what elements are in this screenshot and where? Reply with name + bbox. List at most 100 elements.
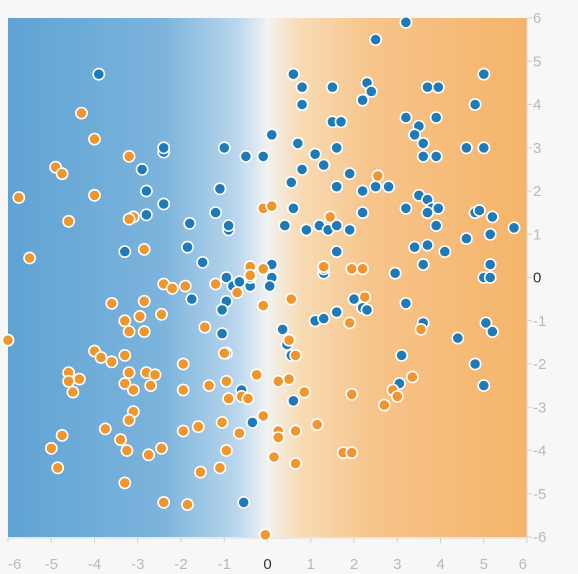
blue-data-point <box>451 331 465 345</box>
orange-data-point <box>405 370 419 384</box>
orange-data-point <box>55 428 69 442</box>
orange-data-point <box>122 413 136 427</box>
blue-data-point <box>256 149 270 163</box>
orange-data-point <box>271 374 285 388</box>
blue-data-point <box>416 136 430 150</box>
blue-data-point <box>369 180 382 194</box>
y-tick-label: -3 <box>533 399 546 416</box>
x-tick-label: -1 <box>218 556 231 573</box>
blue-data-point <box>263 279 277 293</box>
x-tick-label: -6 <box>8 556 21 573</box>
blue-data-point <box>209 206 222 219</box>
blue-data-point <box>399 111 413 124</box>
orange-data-point <box>62 214 75 228</box>
orange-data-point <box>98 422 112 436</box>
blue-data-point <box>382 180 395 194</box>
blue-data-point <box>483 258 497 271</box>
orange-data-point <box>317 260 331 274</box>
blue-data-point <box>295 162 309 176</box>
orange-data-point <box>105 355 119 369</box>
orange-data-point <box>88 188 101 202</box>
blue-data-point <box>286 394 300 408</box>
y-tick-label: -6 <box>533 529 546 546</box>
orange-data-point <box>222 392 235 405</box>
orange-data-point <box>194 465 207 479</box>
blue-data-point <box>421 238 434 252</box>
y-tick-label: 2 <box>533 183 541 200</box>
orange-data-point <box>198 320 212 334</box>
blue-data-point <box>135 162 149 176</box>
blue-data-point <box>284 175 298 189</box>
orange-data-point <box>94 351 108 364</box>
orange-data-point <box>137 294 151 308</box>
blue-data-point <box>438 245 452 258</box>
blue-data-point <box>286 67 300 81</box>
blue-data-point <box>369 33 382 46</box>
blue-data-point <box>222 219 235 232</box>
blue-data-point <box>429 219 443 232</box>
orange-data-point <box>178 279 192 293</box>
orange-data-point <box>217 346 231 360</box>
blue-data-point <box>139 184 153 198</box>
orange-data-point <box>51 461 65 475</box>
orange-data-point <box>250 368 264 382</box>
blue-data-point <box>388 266 402 280</box>
orange-data-point <box>114 433 127 447</box>
orange-data-point <box>371 169 385 183</box>
blue-data-point <box>485 325 499 338</box>
orange-data-point <box>118 314 132 328</box>
orange-data-point <box>176 357 190 371</box>
orange-data-point <box>256 409 270 423</box>
orange-data-point <box>157 495 171 509</box>
orange-data-point <box>230 286 244 299</box>
orange-data-point <box>282 372 296 386</box>
orange-data-point <box>155 307 168 321</box>
orange-data-point <box>62 374 75 388</box>
blue-data-point <box>196 255 209 269</box>
blue-data-point <box>118 245 132 258</box>
blue-data-point <box>507 221 521 235</box>
blue-data-point <box>483 227 497 241</box>
orange-data-point <box>297 385 311 399</box>
blue-data-point <box>483 271 497 284</box>
blue-data-point <box>219 271 233 284</box>
orange-data-point <box>155 441 168 455</box>
blue-data-point <box>183 216 197 230</box>
blue-data-point <box>291 136 305 150</box>
blue-data-point <box>325 80 339 94</box>
blue-data-point <box>213 182 227 196</box>
y-tick-label: -2 <box>533 356 546 373</box>
blue-data-point <box>334 115 348 129</box>
blue-data-point <box>181 240 194 254</box>
orange-data-point <box>122 366 136 379</box>
orange-data-point <box>55 167 69 181</box>
orange-data-point <box>343 316 357 330</box>
blue-data-point <box>395 348 408 362</box>
x-tick-label: -3 <box>131 556 144 573</box>
blue-data-point <box>157 141 171 155</box>
blue-data-point <box>431 201 445 215</box>
blue-data-point <box>330 219 344 232</box>
orange-data-point <box>181 498 194 511</box>
y-tick-label: 0 <box>533 270 541 287</box>
x-axis-ticks: -6 -5 -4 -3 -2 -1 0 1 2 3 4 5 6 <box>7 538 528 573</box>
orange-data-point <box>219 374 233 388</box>
blue-data-point <box>408 128 421 142</box>
orange-data-point <box>256 299 270 312</box>
blue-data-point <box>299 223 313 237</box>
blue-data-point <box>459 232 473 245</box>
orange-data-point <box>323 210 337 224</box>
x-tick-label: -4 <box>88 556 101 573</box>
orange-data-point <box>137 242 151 256</box>
orange-data-point <box>202 379 216 392</box>
orange-data-point <box>118 476 132 490</box>
orange-data-point <box>142 448 155 462</box>
orange-data-point <box>390 389 404 403</box>
y-tick-label: 1 <box>533 226 541 243</box>
blue-data-point <box>330 141 344 155</box>
x-tick-label: -5 <box>45 556 58 573</box>
orange-data-point <box>12 191 26 204</box>
orange-data-point <box>105 296 119 310</box>
orange-data-point <box>267 450 281 464</box>
